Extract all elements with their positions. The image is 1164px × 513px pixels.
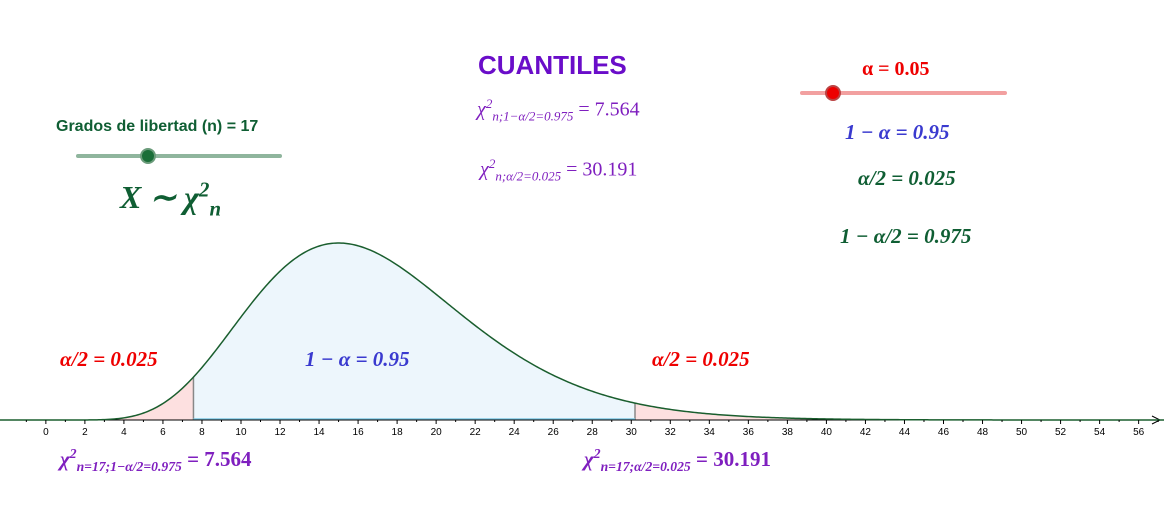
n-slider-label: Grados de libertad (n) = 17	[56, 118, 259, 135]
lower-tail	[45, 377, 194, 420]
region-label: 1 − α = 0.95	[305, 347, 410, 371]
distribution: X ∼ χ2n	[120, 178, 221, 221]
sym: χ	[480, 158, 489, 181]
tick-label: 36	[743, 427, 755, 438]
tick-label: 18	[392, 427, 404, 438]
tick-label: 38	[782, 427, 794, 438]
tick-label: 52	[1055, 427, 1067, 438]
eq: = 7.564	[573, 98, 640, 121]
tick-label: 56	[1133, 427, 1145, 438]
central-region	[193, 243, 635, 420]
sup: 2	[593, 446, 601, 461]
tick-label: 8	[199, 427, 205, 438]
tick-label: 14	[313, 427, 325, 438]
tick-label: 48	[977, 427, 989, 438]
quantile: χ2n;1−α/2=0.975 = 7.564	[477, 96, 640, 125]
eq: = 30.191	[561, 158, 638, 181]
tick-label: 10	[235, 427, 247, 438]
upper-tail	[634, 403, 1164, 420]
sub: n;α/2=0.025	[495, 168, 562, 184]
tick-label: 22	[470, 427, 482, 438]
sym: χ	[60, 447, 70, 471]
sub: n;1−α/2=0.975	[492, 108, 574, 124]
sym: χ	[584, 447, 594, 471]
n-slider-knob[interactable]	[140, 148, 156, 164]
tick-label: 40	[821, 427, 833, 438]
tick-label: 16	[353, 427, 365, 438]
sup: 2	[485, 96, 493, 111]
sym: χ	[477, 98, 486, 121]
sup: 2	[69, 446, 77, 461]
sub: n	[209, 197, 222, 221]
sub: n=17;1−α/2=0.975	[76, 459, 182, 475]
text: X ∼ χ	[120, 179, 200, 215]
eq: = 30.191	[690, 447, 771, 471]
tick-label: 46	[938, 427, 950, 438]
tick-label: 34	[704, 427, 716, 438]
tick-label: 4	[121, 427, 127, 438]
alpha-info: 1 − α/2 = 0.975	[840, 224, 972, 248]
tick-label: 24	[509, 427, 521, 438]
alpha-slider-label: α = 0.05	[862, 58, 930, 80]
tick-label: 42	[860, 427, 872, 438]
tick-label: 0	[43, 427, 49, 438]
sup: 2	[199, 178, 210, 202]
tick-label: 54	[1094, 427, 1106, 438]
bottom-quantile: χ2n=17;1−α/2=0.975 = 7.564	[60, 446, 252, 475]
region-label: α/2 = 0.025	[652, 347, 750, 371]
tick-label: 2	[82, 427, 88, 438]
tick-label: 28	[587, 427, 599, 438]
alpha-info: α/2 = 0.025	[858, 166, 956, 190]
tick-label: 6	[160, 427, 166, 438]
tick-label: 44	[899, 427, 911, 438]
sup: 2	[488, 156, 496, 171]
eq: = 7.564	[181, 447, 252, 471]
tick-label: 50	[1016, 427, 1028, 438]
sub: n=17;α/2=0.025	[600, 459, 691, 475]
tick-label: 30	[626, 427, 638, 438]
tick-label: 12	[274, 427, 286, 438]
quantile: χ2n;α/2=0.025 = 30.191	[480, 156, 637, 185]
density-curve	[0, 242, 1164, 421]
tick-label: 32	[665, 427, 677, 438]
tick-label: 26	[548, 427, 560, 438]
alpha-info: 1 − α = 0.95	[845, 120, 950, 144]
tick-label: 20	[431, 427, 443, 438]
title: CUANTILES	[478, 50, 627, 80]
bottom-quantile: χ2n=17;α/2=0.025 = 30.191	[584, 446, 771, 475]
alpha-slider-knob[interactable]	[825, 85, 841, 101]
region-label: α/2 = 0.025	[60, 347, 158, 371]
